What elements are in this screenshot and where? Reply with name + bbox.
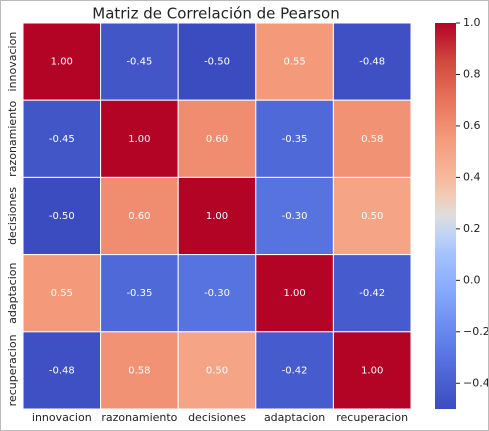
heatmap-cell	[255, 254, 334, 333]
heatmap-cell	[22, 99, 102, 178]
cell-label: 1.00	[51, 57, 73, 68]
heatmap-cell	[22, 331, 102, 410]
cell-label: 0.50	[206, 365, 228, 376]
x-tick-label: razonamiento	[101, 411, 177, 424]
cell-label: 0.55	[51, 288, 73, 299]
cell-label: -0.35	[282, 134, 308, 145]
heatmap-cell	[100, 331, 179, 410]
x-tick-label: recuperacion	[336, 411, 408, 424]
colorbar-tick-label: 1.0	[463, 16, 481, 29]
heatmap-cell	[332, 176, 412, 256]
colorbar-tick-label: 0.4	[463, 170, 481, 183]
colorbar	[435, 23, 456, 409]
cell-label: 1.00	[128, 134, 150, 145]
heatmap-cell	[22, 254, 102, 333]
cell-label: -0.42	[359, 288, 385, 299]
y-tick-label: decisiones	[6, 187, 19, 245]
cell-label: 1.00	[206, 211, 228, 222]
x-tick-label: innovacion	[32, 411, 92, 424]
cell-label: -0.48	[49, 365, 75, 376]
y-tick-label: recuperacion	[6, 334, 19, 406]
heatmap-cell	[100, 254, 179, 333]
colorbar-tick-label: 0.8	[463, 67, 481, 80]
colorbar-tick-label: 0.2	[463, 222, 481, 235]
heatmap-cell	[100, 22, 179, 101]
heatmap-cell	[332, 254, 412, 333]
heatmap-cell	[332, 99, 412, 178]
colorbar-tick-label: 0.0	[463, 273, 481, 286]
cell-label: 0.50	[361, 211, 383, 222]
cell-label: -0.30	[282, 211, 308, 222]
colorbar-tick-label: −0.4	[463, 376, 489, 389]
cell-label: -0.45	[49, 134, 75, 145]
colorbar-tick-label: −0.2	[463, 325, 489, 338]
cell-label: 0.58	[128, 365, 150, 376]
heatmap-cell	[177, 254, 257, 333]
cell-label: -0.50	[204, 57, 230, 68]
heatmap-cell	[255, 22, 334, 101]
heatmap-cell	[255, 176, 334, 256]
heatmap-cell	[177, 22, 257, 101]
cell-label: -0.42	[282, 365, 308, 376]
cell-label: -0.50	[49, 211, 75, 222]
colorbar-tick-label: 0.6	[463, 119, 481, 132]
heatmap-cell	[100, 176, 179, 256]
heatmap-cell	[177, 99, 257, 178]
chart-title: Matriz de Correlación de Pearson	[92, 5, 339, 23]
cell-label: 0.60	[128, 211, 150, 222]
x-tick-label: adaptacion	[264, 411, 325, 424]
y-tick-label: innovacion	[6, 32, 19, 92]
cell-label: -0.35	[126, 288, 152, 299]
cell-label: -0.45	[126, 57, 152, 68]
cell-label: -0.30	[204, 288, 230, 299]
x-tick-label: decisiones	[188, 411, 246, 424]
cell-label: 1.00	[283, 288, 305, 299]
cell-label: -0.48	[359, 57, 385, 68]
cell-label: 0.60	[206, 134, 228, 145]
cell-label: 0.55	[283, 57, 305, 68]
heatmap-cell	[22, 22, 102, 101]
heatmap-cell	[177, 176, 257, 256]
cell-label: 0.58	[361, 134, 383, 145]
y-tick-label: razonamiento	[6, 101, 19, 177]
heatmap-cell	[332, 22, 412, 101]
cell-label: 1.00	[361, 365, 383, 376]
heatmap-cell	[177, 331, 257, 410]
y-tick-label: adaptacion	[6, 263, 19, 324]
heatmap-cell	[332, 331, 412, 410]
